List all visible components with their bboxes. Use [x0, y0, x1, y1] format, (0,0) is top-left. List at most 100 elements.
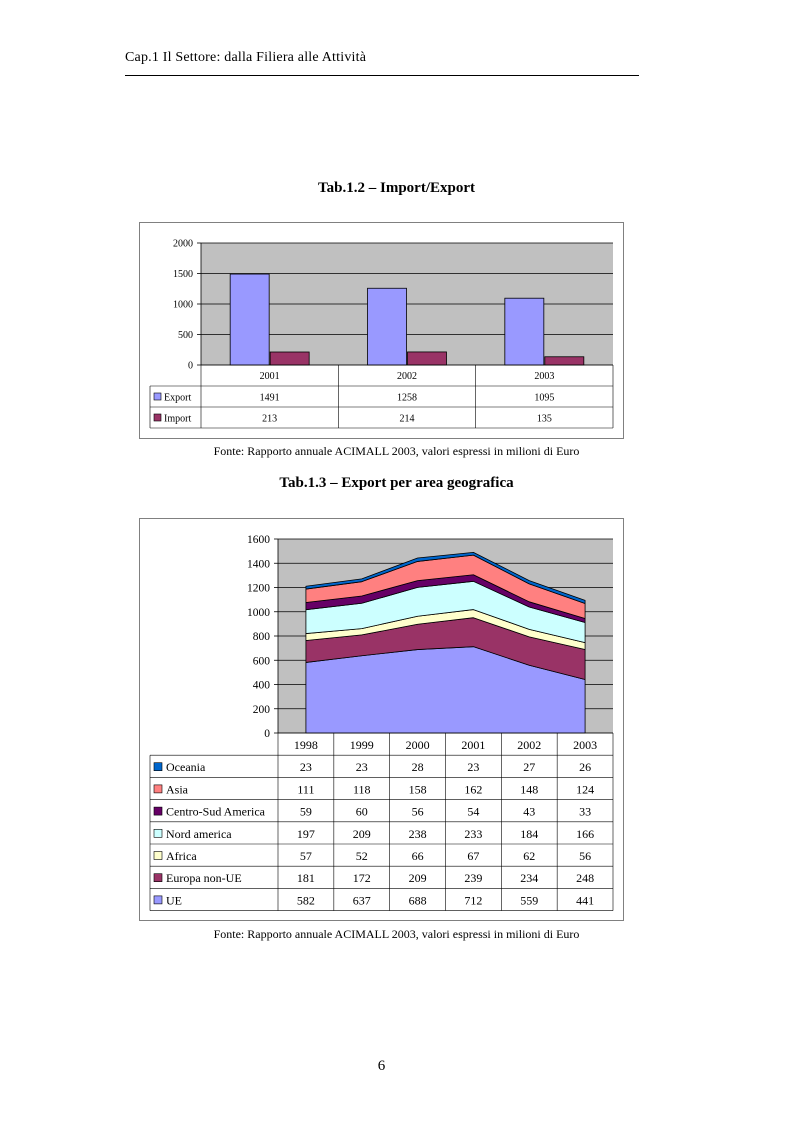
data-label: 67 — [467, 849, 479, 863]
data-label: 23 — [356, 760, 368, 774]
legend-swatch — [153, 895, 163, 905]
import-export-chart-svg: 0 500 1000 1500 2000 2001 2002 2003 Export 1491 12… — [149, 239, 614, 429]
y-tick-label: 2000 — [173, 239, 193, 250]
area-oceania — [305, 551, 586, 604]
legend-label: Oceania — [166, 760, 206, 774]
export-by-area-chart-svg: 0 200 400 600 800 1000 1200 1400 1600 1998 1999 200… — [149, 534, 614, 911]
data-label: 234 — [520, 871, 538, 885]
legend-swatch — [153, 851, 163, 860]
legend-label: Export — [164, 393, 191, 404]
data-label: 1258 — [397, 393, 417, 404]
x-tick-label: 2003 — [573, 738, 597, 752]
data-label: 213 — [262, 414, 277, 425]
data-label: 1491 — [260, 393, 280, 404]
data-label: 124 — [576, 782, 594, 796]
export-by-area-chart: 0 200 400 600 800 1000 1200 1400 1600 1998 1999 200… — [139, 518, 624, 921]
data-label: 209 — [409, 871, 427, 885]
data-label: 238 — [409, 827, 427, 841]
bar-export — [367, 287, 407, 366]
table-source-1: Fonte: Rapporto annuale ACIMALL 2003, va… — [213, 444, 580, 458]
bar-export — [229, 273, 270, 366]
import-export-chart: 0 500 1000 1500 2000 2001 2002 2003 Export 1491 12… — [139, 222, 624, 439]
x-tick-label: 1999 — [350, 738, 374, 752]
legend-swatch — [153, 873, 163, 883]
legend-swatch — [153, 784, 163, 794]
data-label: 162 — [464, 782, 482, 796]
data-label: 688 — [409, 893, 427, 907]
data-label: 214 — [400, 414, 415, 425]
legend-swatch — [153, 413, 162, 422]
table-caption-1: Tab.1.2 – Import/Export — [318, 180, 475, 196]
data-label: 60 — [356, 805, 368, 819]
x-tick-label: 2002 — [397, 371, 417, 382]
legend-label: Asia — [166, 782, 189, 796]
legend-label: Centro-Sud America — [166, 805, 266, 819]
data-label: 248 — [576, 871, 594, 885]
data-label: 23 — [300, 760, 312, 774]
data-label: 559 — [520, 893, 538, 907]
data-label: 43 — [523, 805, 535, 819]
bar-import — [407, 351, 447, 366]
data-label: 118 — [353, 782, 371, 796]
y-tick-label: 600 — [253, 655, 271, 667]
data-label: 712 — [464, 893, 482, 907]
bar-import — [269, 351, 310, 366]
data-label: 148 — [520, 782, 538, 796]
data-label: 56 — [579, 849, 591, 863]
y-tick-label: 1400 — [247, 558, 270, 570]
x-tick-label: 2003 — [534, 371, 554, 382]
data-label: 135 — [537, 414, 552, 425]
legend-label: Import — [164, 414, 191, 425]
legend-label: UE — [166, 893, 182, 907]
y-tick-label: 1200 — [247, 583, 270, 595]
legend-swatch — [153, 828, 163, 838]
data-label: 56 — [412, 805, 424, 819]
legend-label: Nord america — [166, 827, 232, 841]
x-tick-label: 2001 — [461, 738, 485, 752]
data-label: 441 — [576, 893, 594, 907]
data-label: 181 — [297, 871, 315, 885]
data-label: 637 — [353, 893, 371, 907]
data-label: 111 — [297, 782, 314, 796]
header-rule — [125, 75, 639, 76]
data-label: 33 — [579, 805, 591, 819]
data-label: 23 — [467, 760, 479, 774]
legend-label: Africa — [166, 849, 197, 863]
data-label: 66 — [412, 849, 424, 863]
data-label: 209 — [353, 827, 371, 841]
data-label: 1095 — [534, 393, 554, 404]
bar-import — [544, 356, 585, 366]
table-caption-2: Tab.1.3 – Export per area geografica — [279, 475, 514, 491]
data-label: 197 — [297, 827, 315, 841]
x-tick-label: 2000 — [406, 738, 430, 752]
data-label: 54 — [467, 805, 479, 819]
y-tick-label: 0 — [264, 728, 270, 740]
legend-label: Europa non-UE — [166, 871, 242, 885]
x-tick-label: 2002 — [517, 738, 541, 752]
table-source-2: Fonte: Rapporto annuale ACIMALL 2003, va… — [213, 927, 580, 941]
data-label: 166 — [576, 827, 594, 841]
y-tick-label: 0 — [188, 361, 193, 372]
running-header: Cap.1 Il Settore: dalla Filiera alle Att… — [125, 50, 367, 65]
data-label: 582 — [297, 893, 315, 907]
data-label: 57 — [300, 849, 312, 863]
data-label: 233 — [464, 827, 482, 841]
legend-swatch — [153, 806, 163, 816]
bar-export — [504, 297, 545, 366]
data-label: 158 — [409, 782, 427, 796]
data-label: 62 — [523, 849, 535, 863]
data-label: 26 — [579, 760, 591, 774]
y-tick-label: 1000 — [247, 607, 270, 619]
y-tick-label: 1600 — [247, 534, 270, 546]
page-number: 6 — [377, 1058, 386, 1074]
data-label: 239 — [464, 871, 482, 885]
data-label: 27 — [523, 760, 535, 774]
legend-swatch — [153, 762, 163, 771]
x-tick-label: 2001 — [260, 371, 280, 382]
x-tick-label: 1998 — [294, 738, 318, 752]
data-label: 184 — [520, 827, 538, 841]
y-tick-label: 500 — [178, 330, 193, 341]
y-tick-label: 200 — [253, 704, 271, 716]
data-label: 28 — [412, 760, 424, 774]
y-tick-label: 800 — [253, 631, 271, 643]
